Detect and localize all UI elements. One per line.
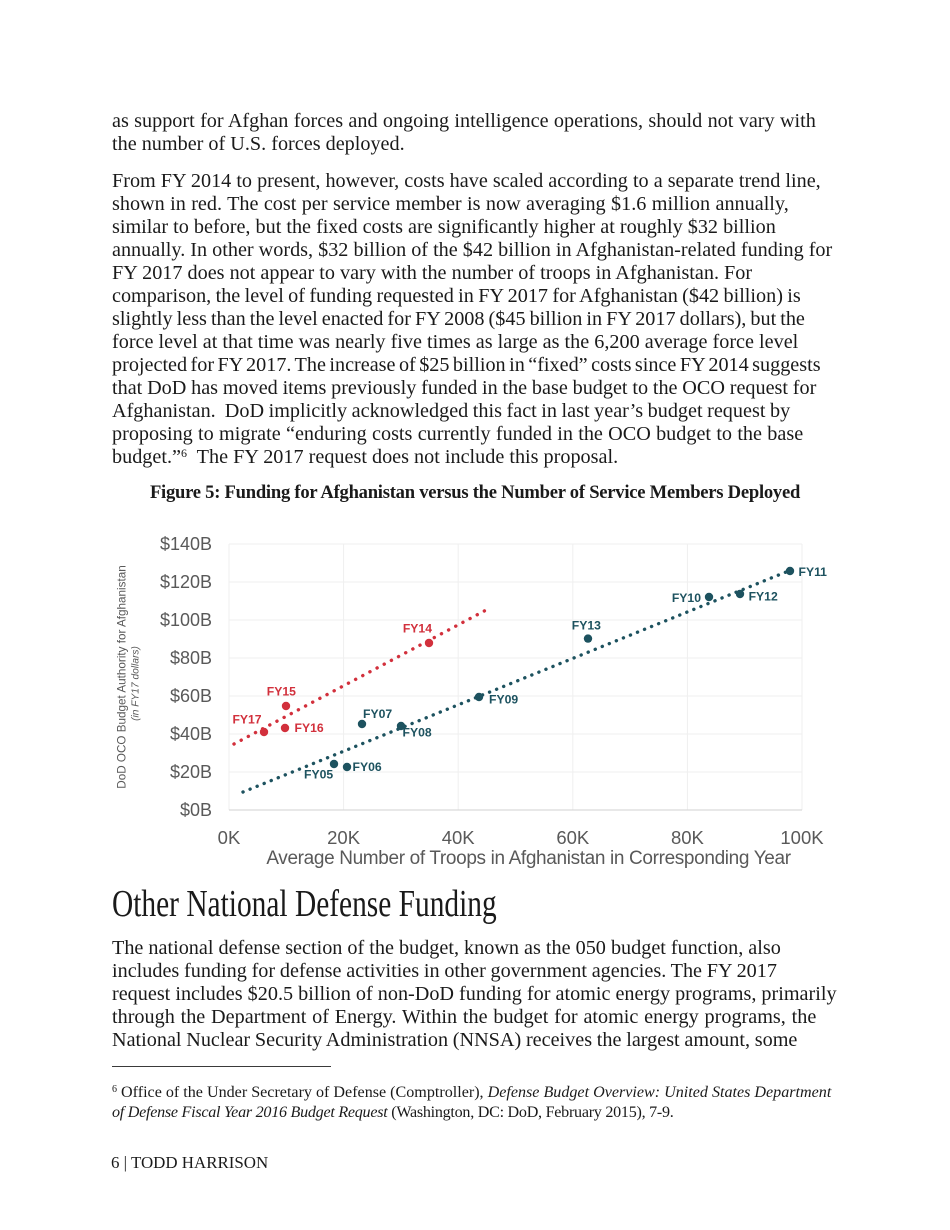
svg-text:$80B: $80B [170, 648, 212, 668]
svg-text:100K: 100K [780, 827, 824, 848]
svg-text:FY07: FY07 [363, 707, 392, 721]
svg-text:FY11: FY11 [799, 565, 828, 579]
svg-text:$140B: $140B [160, 534, 212, 554]
svg-text:$60B: $60B [170, 686, 212, 706]
svg-text:FY17: FY17 [232, 712, 261, 726]
svg-text:FY06: FY06 [353, 760, 382, 774]
svg-text:FY05: FY05 [304, 768, 333, 782]
svg-text:FY12: FY12 [749, 590, 778, 604]
svg-text:$40B: $40B [170, 724, 212, 744]
svg-text:$100B: $100B [160, 610, 212, 630]
svg-text:FY13: FY13 [572, 618, 601, 632]
svg-text:80K: 80K [671, 827, 705, 848]
svg-text:$120B: $120B [160, 572, 212, 592]
svg-text:20K: 20K [327, 827, 361, 848]
svg-text:FY09: FY09 [489, 693, 518, 707]
svg-text:FY15: FY15 [267, 684, 296, 698]
svg-text:FY16: FY16 [295, 721, 324, 735]
svg-text:Average Number of Troops in Af: Average Number of Troops in Afghanistan … [266, 848, 791, 869]
svg-text:40K: 40K [442, 827, 476, 848]
svg-text:$20B: $20B [170, 762, 212, 782]
svg-text:FY08: FY08 [403, 726, 432, 740]
svg-text:FY10: FY10 [672, 591, 701, 605]
svg-text:60K: 60K [556, 827, 590, 848]
svg-text:$0B: $0B [180, 800, 212, 820]
svg-text:FY14: FY14 [403, 621, 432, 635]
svg-text:DoD OCO Budget Authority for A: DoD OCO Budget Authority for Afghanistan [116, 565, 129, 788]
svg-text:(in FY17 dollars): (in FY17 dollars) [131, 646, 142, 721]
svg-text:0K: 0K [218, 827, 241, 848]
